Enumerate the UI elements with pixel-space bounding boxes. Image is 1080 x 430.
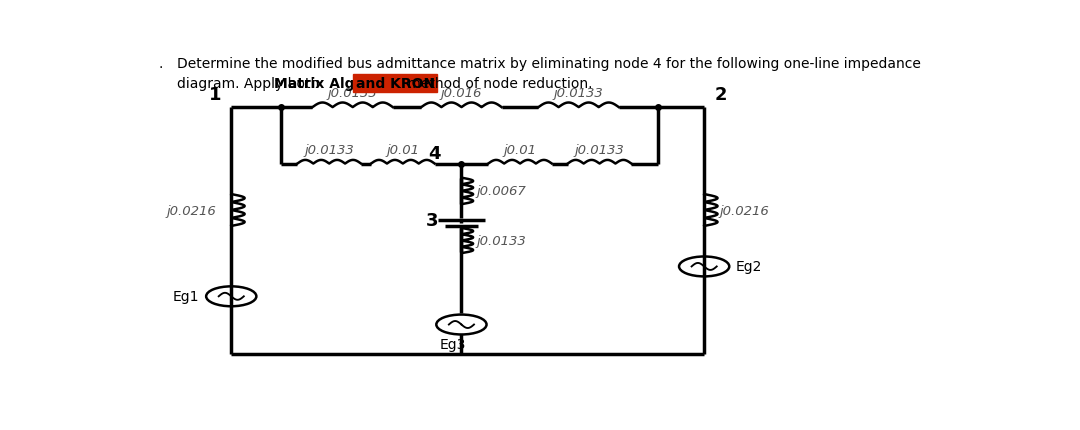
Text: j0.0067: j0.0067 xyxy=(476,185,526,198)
Text: j0.0133: j0.0133 xyxy=(305,144,354,157)
Text: 2: 2 xyxy=(714,86,727,104)
Text: j0.0133: j0.0133 xyxy=(554,86,604,100)
Text: j0.0133: j0.0133 xyxy=(476,234,526,248)
Text: Eg2: Eg2 xyxy=(735,260,762,274)
Text: j0.0216: j0.0216 xyxy=(166,204,216,217)
Text: j0.0133: j0.0133 xyxy=(575,144,624,157)
Text: j0.01: j0.01 xyxy=(387,144,419,157)
Text: .: . xyxy=(159,57,163,71)
Text: Matrix Algebra: Matrix Algebra xyxy=(274,77,395,90)
Text: Eg3: Eg3 xyxy=(440,338,467,351)
Text: 3: 3 xyxy=(426,212,438,230)
Text: Eg1: Eg1 xyxy=(173,290,200,304)
Text: 1: 1 xyxy=(208,86,221,104)
Text: j0.0216: j0.0216 xyxy=(719,204,769,217)
Text: 4: 4 xyxy=(428,144,441,163)
Text: method of node reduction.: method of node reduction. xyxy=(403,77,593,90)
Text: diagram. Apply both: diagram. Apply both xyxy=(177,77,324,90)
Text: and KRON: and KRON xyxy=(355,77,434,90)
Text: Determine the modified bus admittance matrix by eliminating node 4 for the follo: Determine the modified bus admittance ma… xyxy=(177,57,921,71)
Text: j0.016: j0.016 xyxy=(441,86,482,100)
Text: j0.01: j0.01 xyxy=(503,144,537,157)
Text: j0.0133: j0.0133 xyxy=(327,86,378,100)
